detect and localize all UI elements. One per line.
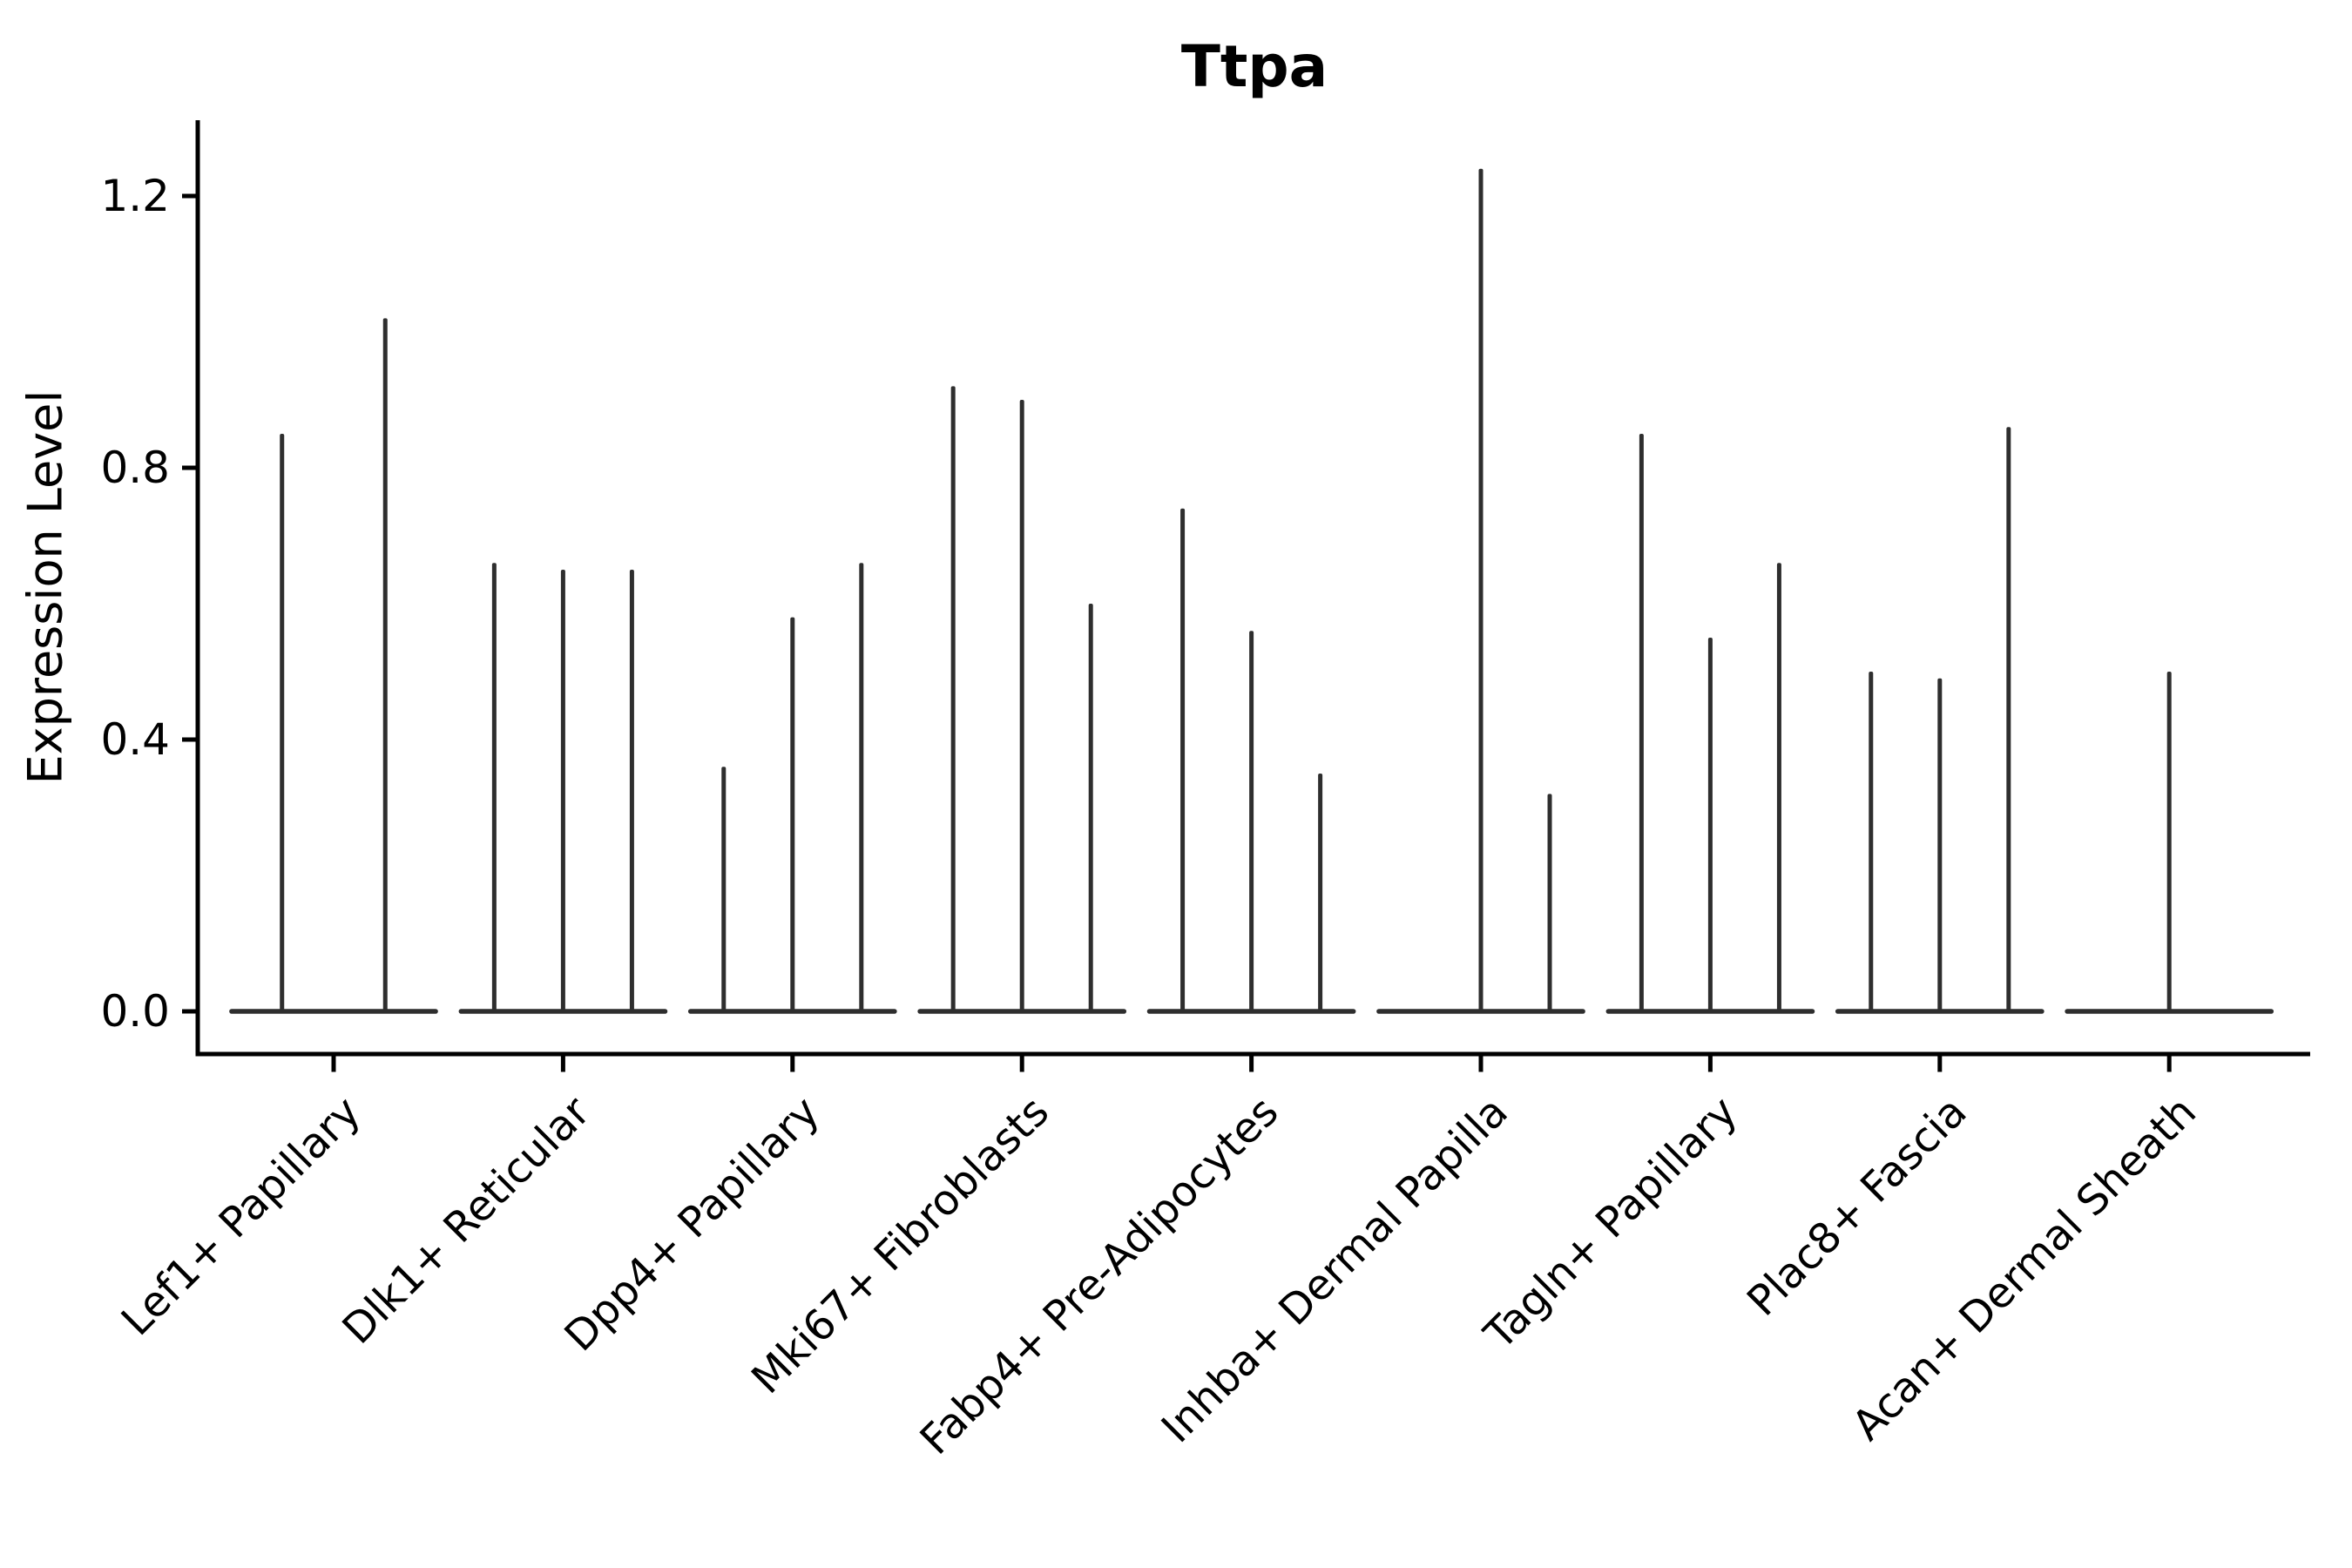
violin-needle — [280, 434, 285, 1011]
x-tick-label: Dpp4+ Papillary — [556, 1087, 829, 1361]
violin-needle — [1088, 604, 1093, 1011]
chart-title: Ttpa — [1180, 33, 1328, 100]
y-tick-label: 0.8 — [100, 443, 170, 493]
violin-needle — [1318, 774, 1323, 1011]
violin-needle — [1019, 400, 1024, 1011]
violin-needle — [1707, 638, 1713, 1011]
violin-needle — [790, 617, 795, 1011]
violin-needle — [1776, 563, 1781, 1011]
violin-needle — [859, 563, 864, 1011]
violin-needle — [950, 386, 956, 1011]
violin-needle — [1937, 678, 1943, 1011]
x-tick-label: Tagln+ Papillary — [1475, 1087, 1747, 1359]
violin-needle — [2166, 672, 2172, 1011]
y-tick-label: 0.0 — [100, 986, 170, 1037]
violin-base — [229, 1009, 438, 1014]
violin-needle — [1639, 434, 1644, 1011]
violin-needle — [721, 767, 727, 1011]
x-tick-label: Lef1+ Papillary — [112, 1087, 370, 1345]
violin-needle — [629, 570, 634, 1011]
violin-needle — [491, 563, 497, 1011]
violin-needle — [1869, 672, 1874, 1011]
violin-needle — [1547, 794, 1552, 1011]
violin-needle — [1249, 631, 1254, 1011]
y-tick-label: 0.4 — [100, 714, 170, 765]
violin-needle — [2006, 427, 2011, 1011]
violin-needle — [560, 570, 565, 1011]
x-tick-label: Plac8+ Fascia — [1738, 1087, 1977, 1326]
x-tick-label: Dlk1+ Reticular — [334, 1087, 600, 1354]
violin-needle — [382, 318, 388, 1011]
violin-needle — [1180, 508, 1186, 1011]
y-tick-label: 1.2 — [100, 171, 170, 221]
violin-needle — [1478, 168, 1484, 1012]
